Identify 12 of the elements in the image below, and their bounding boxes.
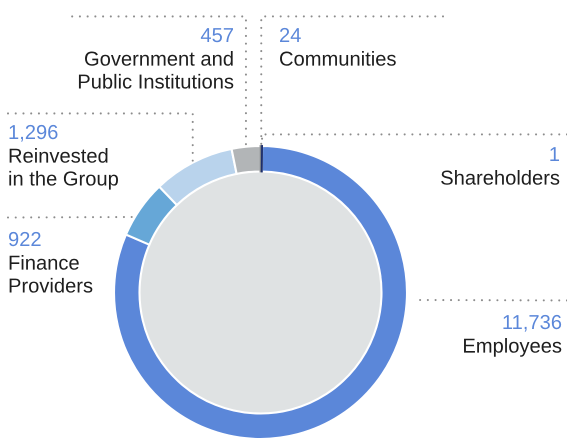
data-label: 11,736: [503, 314, 562, 332]
data-label: 24: [280, 28, 301, 42]
data-label: 922: [8, 232, 41, 246]
slice-label: Government and Public Institutions: [78, 51, 234, 89]
slice-label: Reinvested in the Group: [9, 148, 118, 190]
slice-label: Shareholders: [441, 170, 560, 185]
data-label: 1: [550, 147, 560, 161]
data-label: 457: [200, 28, 233, 42]
slice-label: Employees: [464, 338, 562, 357]
slice-label: Communities: [280, 51, 396, 66]
data-label: 1,296: [10, 124, 58, 142]
slice-label: Finance Providers: [10, 255, 92, 293]
